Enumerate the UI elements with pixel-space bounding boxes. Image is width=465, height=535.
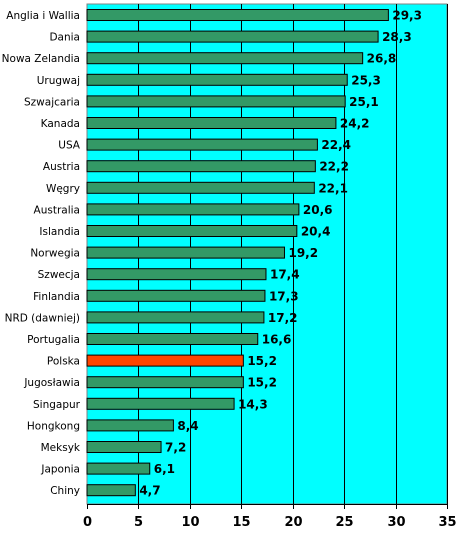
value-label: 19,2 — [288, 246, 318, 260]
bar — [86, 203, 300, 216]
value-label: 15,2 — [247, 354, 277, 368]
x-tick-label: 35 — [438, 515, 456, 530]
category-label: Portugalia — [27, 334, 80, 346]
value-label: 20,6 — [303, 203, 333, 217]
bar — [86, 354, 244, 367]
bar — [86, 333, 259, 345]
value-label: 6,1 — [154, 462, 175, 476]
category-label: Hongkong — [27, 420, 80, 432]
bar — [86, 311, 265, 324]
x-tick-label: 0 — [83, 515, 92, 530]
value-label: 16,6 — [262, 333, 292, 347]
x-tick-label: 30 — [387, 515, 405, 530]
bar — [86, 9, 389, 21]
category-label: Meksyk — [41, 442, 81, 454]
x-tick-label: 5 — [134, 515, 143, 530]
value-labels: 29,3 28,3 26,8 25,3 25,1 24,2 22,4 22,2 22,1 20,6… — [139, 9, 422, 498]
bar — [86, 52, 364, 65]
value-label: 24,2 — [340, 117, 370, 131]
x-tick-label: 10 — [181, 515, 199, 530]
value-label: 22,2 — [319, 160, 349, 174]
bar — [86, 484, 136, 497]
bar — [86, 268, 267, 281]
bar — [86, 246, 285, 259]
category-label: Polska — [47, 356, 80, 368]
category-label: Finlandia — [33, 291, 80, 303]
category-label: Australia — [34, 204, 80, 216]
bar — [86, 225, 298, 237]
value-label: 8,4 — [177, 419, 198, 433]
bars — [86, 9, 389, 497]
bar — [86, 289, 266, 302]
category-label: Chiny — [50, 485, 80, 497]
value-label: 20,4 — [301, 225, 331, 239]
bar — [86, 30, 379, 43]
category-label: Szwajcaria — [24, 96, 80, 108]
x-axis: 0 5 10 15 20 25 30 35 — [83, 504, 457, 530]
category-label: Węgry — [46, 183, 80, 195]
bar — [86, 419, 174, 432]
category-label: Norwegia — [30, 248, 80, 260]
category-label: Austria — [43, 161, 80, 173]
bar — [86, 95, 346, 108]
category-label: Dania — [49, 32, 80, 44]
category-label: USA — [58, 140, 81, 152]
category-label: Nowa Zelandia — [2, 53, 80, 65]
value-label: 25,3 — [351, 73, 381, 87]
category-label: NRD (dawniej) — [5, 312, 80, 324]
category-label: Urugwaj — [37, 75, 80, 87]
x-tick-label: 20 — [284, 515, 302, 530]
category-label: Szwecja — [38, 269, 80, 281]
category-label: Islandia — [39, 226, 80, 238]
bar — [86, 462, 151, 475]
value-label: 15,2 — [247, 376, 277, 390]
value-label: 7,2 — [165, 441, 186, 455]
value-label: 22,4 — [321, 138, 351, 152]
category-label: Anglia i Wallia — [6, 10, 80, 22]
bar — [86, 441, 162, 453]
value-label: 29,3 — [392, 9, 422, 23]
value-label: 17,4 — [270, 268, 300, 282]
category-label: Japonia — [40, 464, 80, 476]
bar — [86, 138, 318, 151]
value-label: 28,3 — [382, 30, 412, 44]
category-label: Jugosławia — [23, 377, 80, 389]
value-label: 26,8 — [367, 52, 397, 66]
bar — [86, 160, 316, 173]
category-label: Singapur — [33, 399, 81, 411]
category-label: Kanada — [41, 118, 80, 130]
value-label: 25,1 — [349, 95, 379, 109]
value-label: 17,3 — [269, 289, 299, 303]
bar — [86, 117, 337, 129]
bar — [86, 181, 315, 194]
x-tick-label: 15 — [232, 515, 250, 530]
category-labels: Anglia i Wallia Dania Nowa Zelandia Urugwaj… — [2, 10, 81, 497]
value-label: 4,7 — [139, 484, 160, 498]
bar — [86, 397, 235, 410]
bar — [86, 376, 244, 389]
value-label: 22,1 — [318, 181, 348, 195]
value-label: 14,3 — [238, 397, 268, 411]
x-tick-label: 25 — [335, 515, 353, 530]
bar — [86, 73, 348, 86]
value-label: 17,2 — [268, 311, 298, 325]
